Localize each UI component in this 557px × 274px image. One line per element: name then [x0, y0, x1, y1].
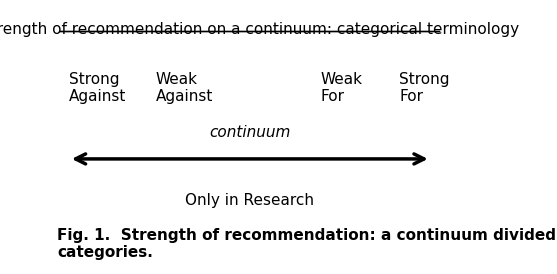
- Text: Weak
For: Weak For: [321, 72, 363, 104]
- Text: Strong
For: Strong For: [399, 72, 449, 104]
- Text: Fig. 1.  Strength of recommendation: a continuum divided into
categories.: Fig. 1. Strength of recommendation: a co…: [57, 228, 557, 260]
- Text: continuum: continuum: [209, 125, 291, 140]
- Text: Strength of recommendation on a continuum: categorical terminology: Strength of recommendation on a continuu…: [0, 22, 519, 37]
- Text: Only in Research: Only in Research: [185, 193, 314, 208]
- Text: Weak
Against: Weak Against: [155, 72, 213, 104]
- Text: Strong
Against: Strong Against: [69, 72, 126, 104]
